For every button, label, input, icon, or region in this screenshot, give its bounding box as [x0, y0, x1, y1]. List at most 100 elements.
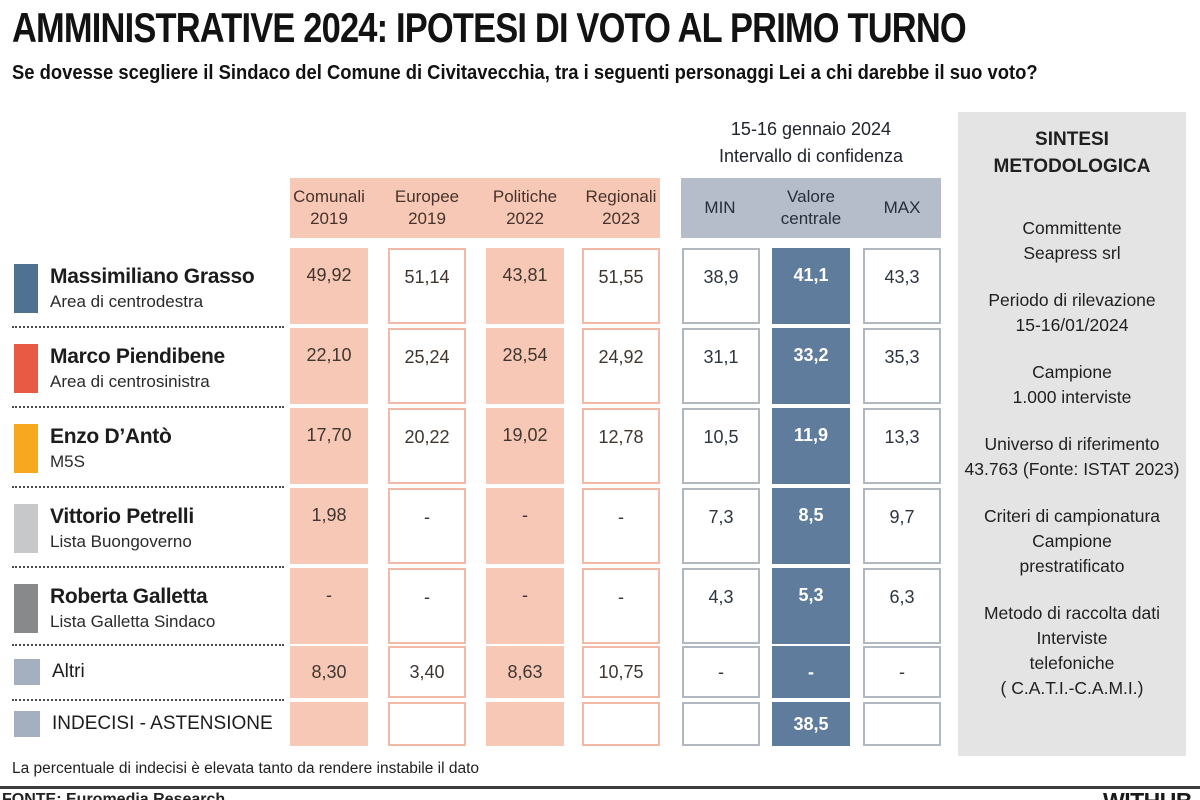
- candidate-label: Marco Piendibene Area di centrosinistra: [14, 344, 225, 393]
- candidate-label: Vittorio Petrelli Lista Buongoverno: [14, 504, 194, 553]
- cell-valore-centrale: 38,5: [772, 702, 850, 746]
- candidate-color-swatch: [14, 659, 40, 685]
- row-divider: [12, 326, 284, 328]
- cell-europee: [388, 702, 466, 746]
- column-header-max: MAX: [883, 198, 921, 217]
- cell-valore-centrale: 8,5: [772, 488, 850, 564]
- cell-regionali: -: [582, 488, 660, 564]
- candidate-name: INDECISI - ASTENSIONE: [52, 713, 273, 734]
- candidate-party: M5S: [50, 452, 85, 471]
- candidate-label: Massimiliano Grasso Area di centrodestra: [14, 264, 255, 313]
- column-header-politiche: Politiche 2022: [492, 187, 558, 228]
- table-row-galletta: Roberta Galletta Lista Galletta Sindaco …: [0, 568, 958, 644]
- candidate-party: Area di centrodestra: [50, 292, 204, 311]
- column-header-regionali: Regionali 2023: [585, 187, 657, 228]
- row-divider: [12, 566, 284, 568]
- cell-politiche: [486, 702, 564, 746]
- candidate-label: Altri: [14, 659, 85, 685]
- cell-comunali: 49,92: [290, 248, 368, 324]
- confidence-label: Intervallo di confidenza: [718, 146, 904, 166]
- candidate-color-swatch: [14, 504, 38, 553]
- cell-valore-centrale: 5,3: [772, 568, 850, 644]
- cell-comunali: 8,30: [290, 646, 368, 698]
- cell-min: 31,1: [682, 328, 760, 404]
- methodology-metodo: Metodo di raccolta dati Interviste telef…: [983, 603, 1161, 698]
- methodology-universo: Universo di riferimento 43.763 (Fonte: I…: [964, 434, 1180, 479]
- candidate-label: Roberta Galletta Lista Galletta Sindaco: [14, 584, 215, 633]
- cell-min: 7,3: [682, 488, 760, 564]
- cell-regionali: [582, 702, 660, 746]
- cell-politiche: -: [486, 568, 564, 644]
- cell-regionali: 12,78: [582, 408, 660, 484]
- cell-valore-centrale: 11,9: [772, 408, 850, 484]
- candidate-party: Lista Buongoverno: [50, 532, 192, 551]
- confidence-period: 15-16 gennaio 2024: [730, 119, 892, 139]
- candidate-name: Vittorio Petrelli: [50, 505, 194, 528]
- table-row-piendibene: Marco Piendibene Area di centrosinistra …: [0, 328, 958, 404]
- cell-europee: -: [388, 488, 466, 564]
- cell-comunali: 17,70: [290, 408, 368, 484]
- candidate-color-swatch: [14, 424, 38, 473]
- table-row-petrelli: Vittorio Petrelli Lista Buongoverno 1,98…: [0, 488, 958, 564]
- withub-logo: WITHUB: [1103, 788, 1192, 800]
- cell-regionali: 24,92: [582, 328, 660, 404]
- cell-max: 35,3: [863, 328, 941, 404]
- methodology-campione: Campione 1.000 interviste: [1012, 362, 1132, 407]
- page-subtitle: Se dovesse scegliere il Sindaco del Comu…: [12, 62, 1038, 84]
- candidate-name: Altri: [52, 661, 85, 682]
- row-divider: [12, 406, 284, 408]
- candidate-party: Lista Galletta Sindaco: [50, 612, 216, 631]
- cell-min: 38,9: [682, 248, 760, 324]
- cell-max: -: [863, 646, 941, 698]
- confidence-columns-header: MIN Valore centrale MAX: [681, 178, 941, 238]
- cell-max: 6,3: [863, 568, 941, 644]
- cell-europee: -: [388, 568, 466, 644]
- cell-politiche: 28,54: [486, 328, 564, 404]
- candidate-color-swatch: [14, 584, 38, 633]
- cell-max: [863, 702, 941, 746]
- candidate-name: Roberta Galletta: [50, 585, 208, 608]
- candidate-label: Enzo D’Antò M5S: [14, 424, 172, 473]
- table-row-danto: Enzo D’Antò M5S 17,70 20,22 19,02 12,78 …: [0, 408, 958, 484]
- candidate-label: INDECISI - ASTENSIONE: [14, 711, 273, 737]
- row-divider: [12, 644, 284, 646]
- cell-politiche: 43,81: [486, 248, 564, 324]
- cell-comunali: -: [290, 568, 368, 644]
- methodology-periodo: Periodo di rilevazione 15-16/01/2024: [988, 290, 1156, 335]
- cell-valore-centrale: 33,2: [772, 328, 850, 404]
- source-credit: FONTE: Euromedia Research: [2, 791, 226, 800]
- cell-comunali: 22,10: [290, 328, 368, 404]
- candidate-party: Area di centrosinistra: [50, 372, 210, 391]
- methodology-criteri: Criteri di campionatura Campione prestra…: [983, 506, 1161, 576]
- cell-europee: 51,14: [388, 248, 466, 324]
- candidate-name: Enzo D’Antò: [50, 425, 172, 448]
- column-header-min: MIN: [704, 198, 736, 217]
- candidate-color-swatch: [14, 711, 40, 737]
- table-row-grasso: Massimiliano Grasso Area di centrodestra…: [0, 248, 958, 324]
- methodology-panel: SINTESI METODOLOGICA Committente Seapres…: [958, 112, 1186, 756]
- cell-europee: 25,24: [388, 328, 466, 404]
- cell-regionali: 51,55: [582, 248, 660, 324]
- cell-min: [682, 702, 760, 746]
- methodology-committente: Committente Seapress srl: [1022, 218, 1122, 263]
- cell-max: 13,3: [863, 408, 941, 484]
- cell-max: 43,3: [863, 248, 941, 324]
- footnote: La percentuale di indecisi è elevata tan…: [12, 760, 480, 777]
- candidate-name: Massimiliano Grasso: [50, 265, 255, 288]
- cell-min: 4,3: [682, 568, 760, 644]
- column-header-europee: Europee 2019: [394, 187, 460, 228]
- cell-europee: 3,40: [388, 646, 466, 698]
- column-header-valore-centrale: Valore centrale: [780, 187, 842, 228]
- cell-min: 10,5: [682, 408, 760, 484]
- cell-politiche: 8,63: [486, 646, 564, 698]
- cell-politiche: 19,02: [486, 408, 564, 484]
- cell-max: 9,7: [863, 488, 941, 564]
- page-title: AMMINISTRATIVE 2024: IPOTESI DI VOTO AL …: [12, 4, 967, 51]
- table-row-indecisi: INDECISI - ASTENSIONE 38,5: [0, 702, 958, 746]
- cell-politiche: -: [486, 488, 564, 564]
- cell-min: -: [682, 646, 760, 698]
- cell-valore-centrale: -: [772, 646, 850, 698]
- cell-valore-centrale: 41,1: [772, 248, 850, 324]
- cell-comunali: 1,98: [290, 488, 368, 564]
